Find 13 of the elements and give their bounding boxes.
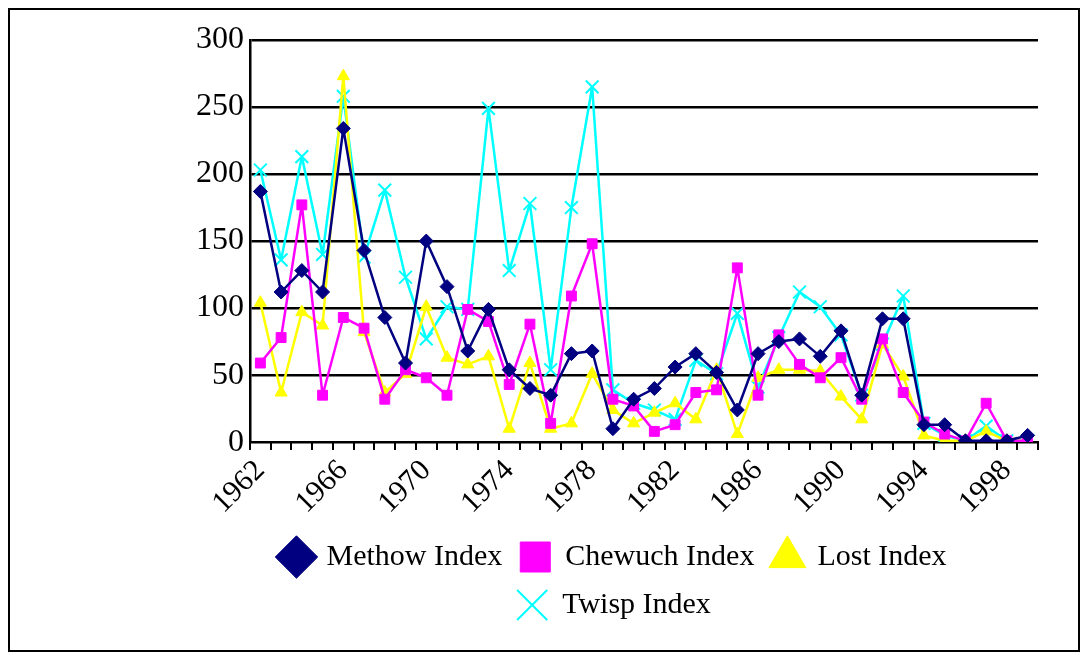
legend-label: Twisp Index	[562, 585, 711, 619]
legend-label: Lost Index	[817, 537, 947, 571]
y-tick-label: 150	[196, 220, 244, 257]
y-tick-label: 200	[196, 153, 244, 190]
x-tick-label: 1970	[370, 452, 437, 519]
y-tick-label: 50	[212, 354, 244, 391]
legend-label: Chewuch Index	[565, 537, 755, 571]
x-tick-label: 1982	[619, 452, 685, 519]
legend-label: Methow Index	[326, 537, 503, 571]
x-tick-label: 1990	[785, 452, 851, 519]
y-tick-label: 250	[196, 86, 244, 123]
y-tick-label: 100	[196, 287, 244, 324]
y-tick-label: 300	[196, 19, 244, 56]
